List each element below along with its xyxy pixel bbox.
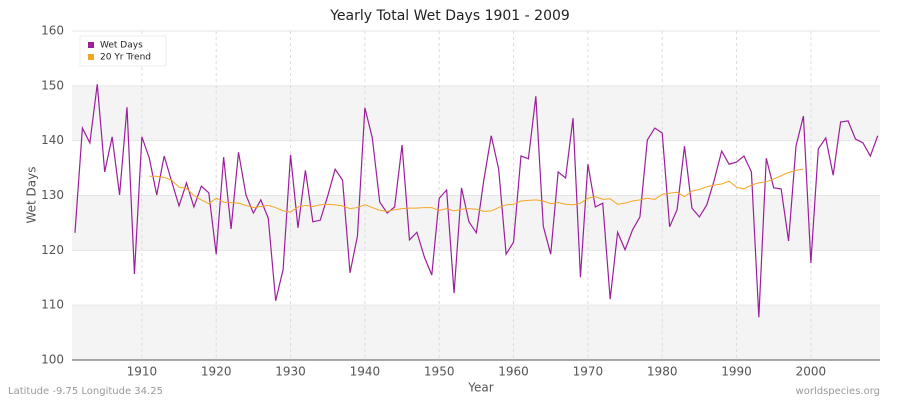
x-tick-label: 1920 [201,365,232,379]
data-line [74,84,879,318]
x-tick-label: 1910 [127,365,158,379]
grid-band [72,85,880,141]
x-tick-label: 1970 [573,365,604,379]
legend-box [79,35,167,67]
x-tick-label: 1940 [350,365,381,379]
legend-label: 20 Yr Trend [100,53,151,63]
legend-label: Wet Days [100,41,143,51]
legend-swatch [88,54,94,60]
x-tick-label: 2000 [796,365,827,379]
y-tick-label: 140 [41,133,64,147]
x-tick-label: 1980 [647,365,678,379]
y-tick-label: 120 [41,243,64,257]
grid-band [72,305,880,360]
chart-title: Yearly Total Wet Days 1901 - 2009 [329,8,570,24]
y-tick-label: 100 [41,353,64,367]
y-tick-label: 130 [41,188,64,202]
legend-swatch [88,42,94,48]
x-tick-label: 1930 [275,365,306,379]
y-tick-label: 150 [41,78,64,92]
x-tick-label: 1950 [424,365,455,379]
data-line [149,168,804,213]
x-tick-label: 1990 [721,365,752,379]
footer-right: worldspecies.org [796,386,880,397]
y-axis-label: Wet Days [25,166,39,223]
grid-band [72,195,880,251]
footer-left: Latitude -9.75 Longitude 34.25 [8,386,163,397]
y-tick-label: 160 [41,24,64,38]
x-tick-label: 1960 [498,365,529,379]
x-axis-label: Year [467,381,493,395]
y-tick-label: 110 [41,298,64,312]
